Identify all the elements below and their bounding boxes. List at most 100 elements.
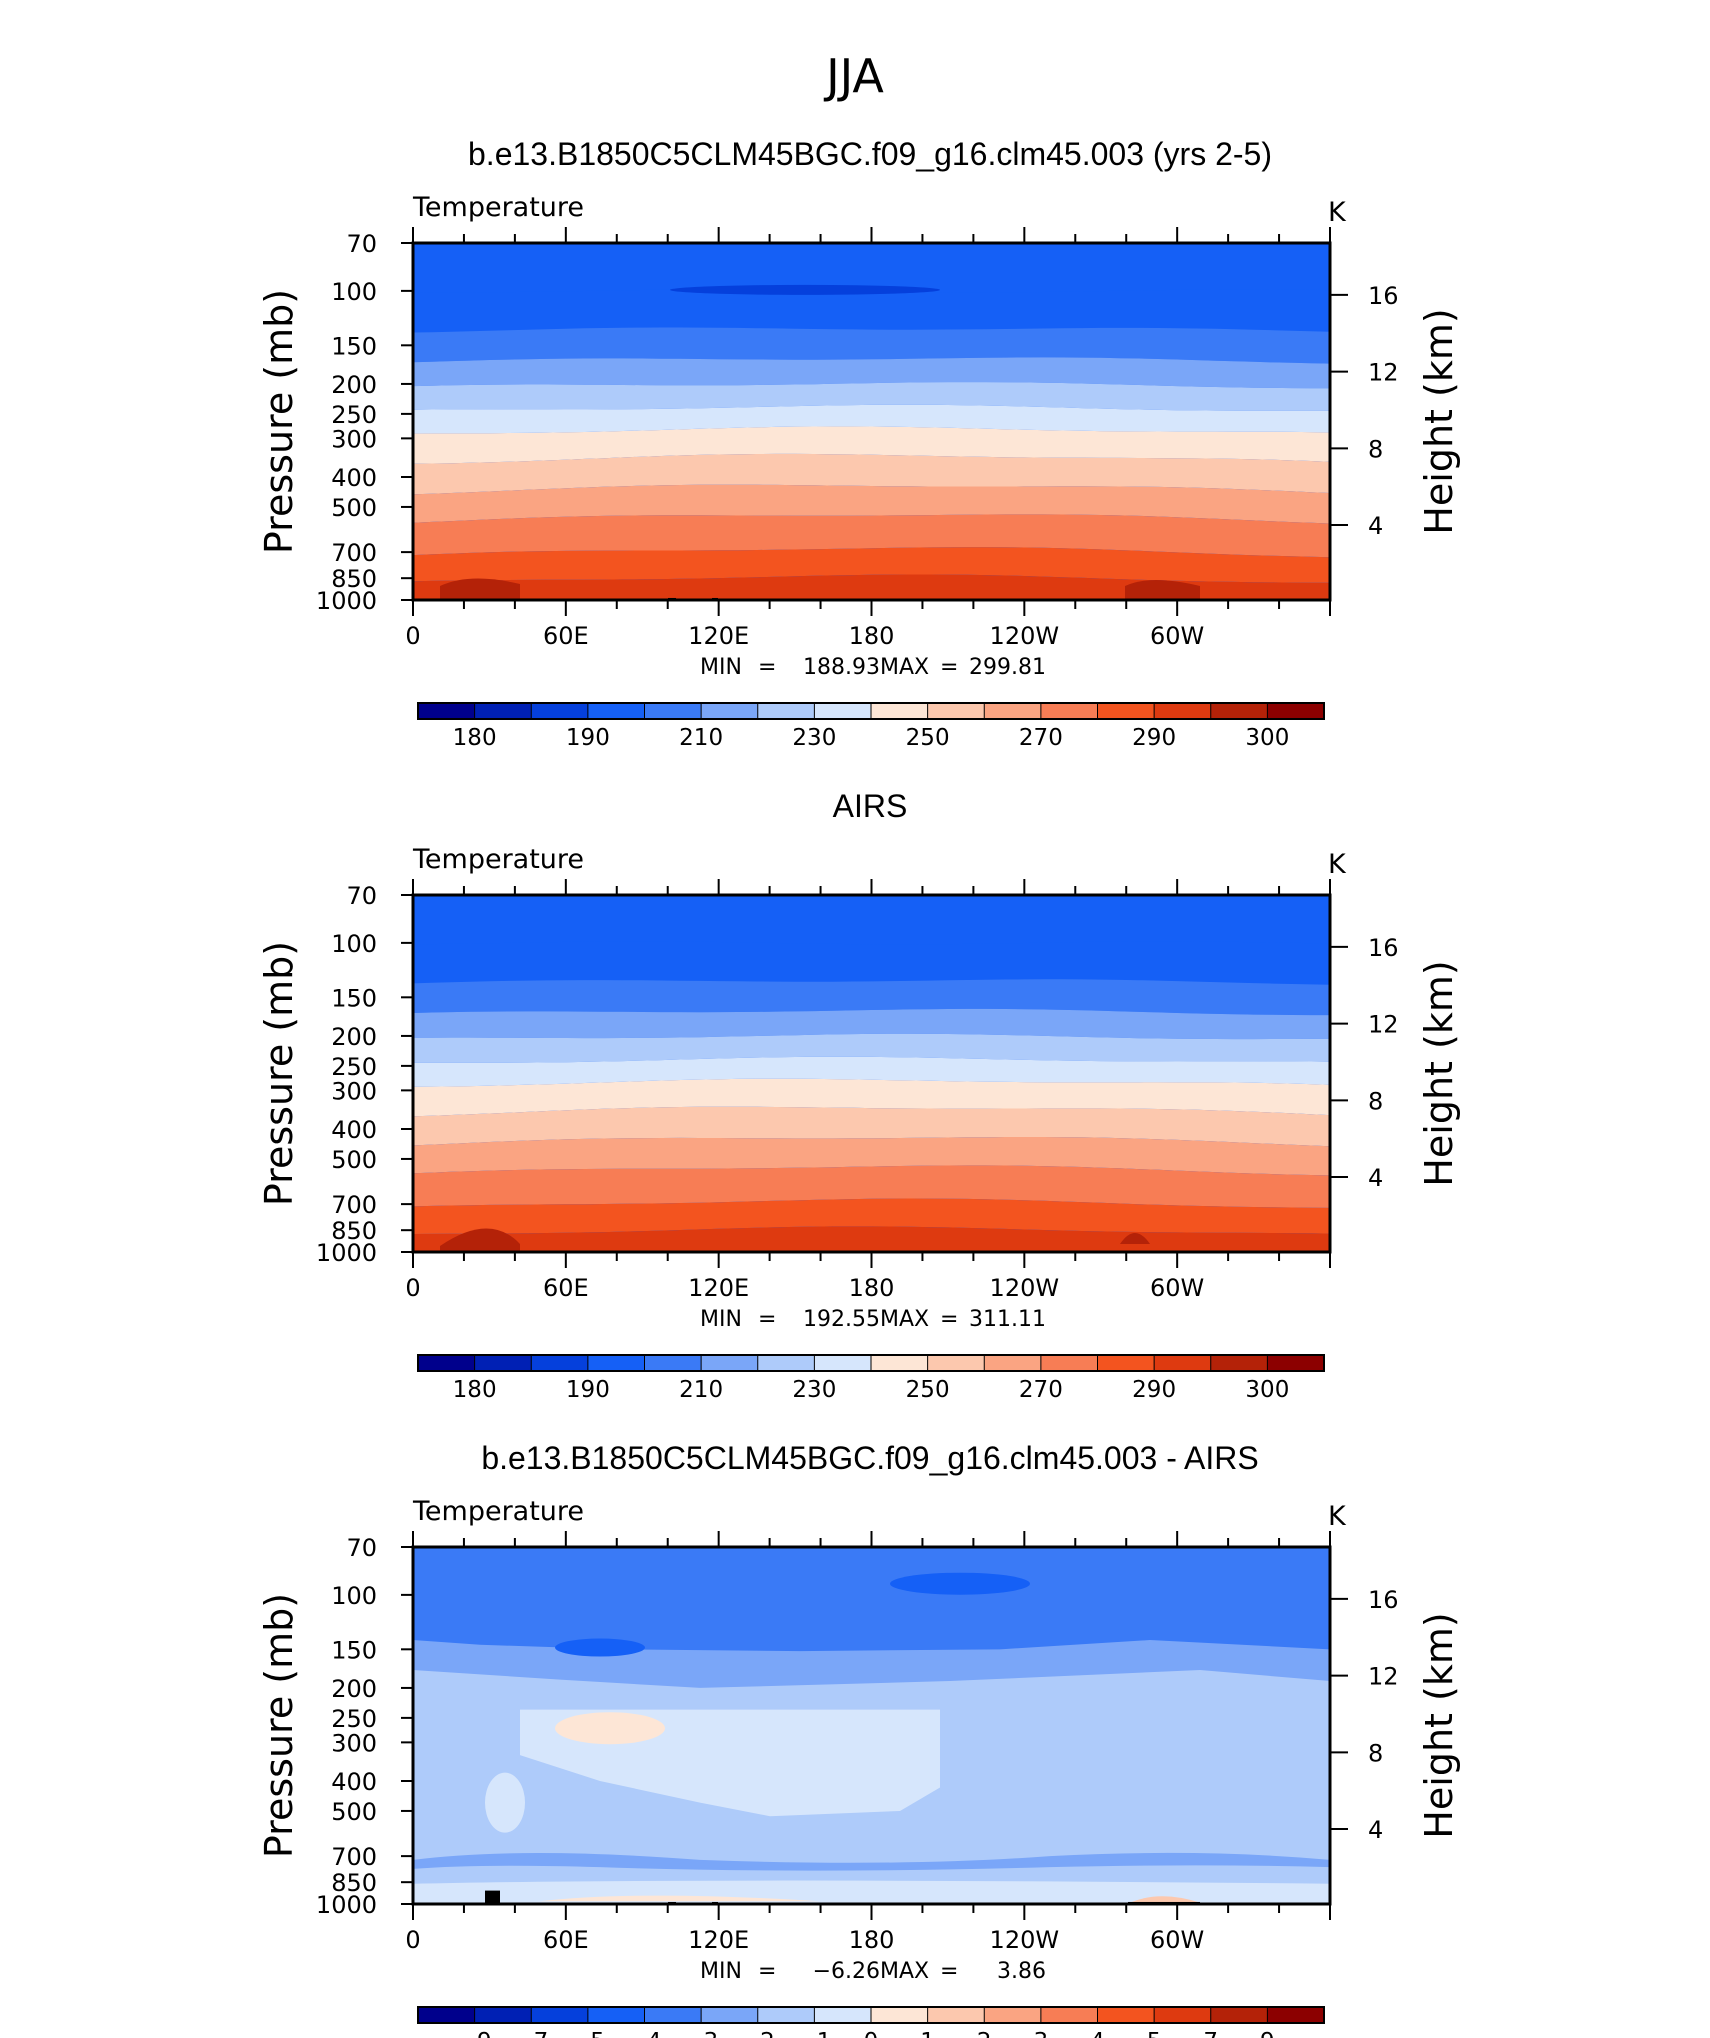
colorbar-swatch xyxy=(530,1354,589,1372)
colorbar-swatch xyxy=(587,1354,646,1372)
colorbar-swatch xyxy=(927,1354,986,1372)
y-tick-label: 1000 xyxy=(316,1891,377,1919)
colorbar-swatch xyxy=(1266,1354,1325,1372)
y-tick-label: 250 xyxy=(331,1053,377,1081)
y-tick-label: 1000 xyxy=(316,1239,377,1267)
stats-min-label: MIN xyxy=(700,655,742,680)
temperature-band xyxy=(413,1056,1330,1087)
temperature-band xyxy=(413,382,1330,411)
colorbar-swatch xyxy=(587,702,646,720)
y-tick-label: 100 xyxy=(331,930,377,958)
stats-max-value: 299.81 xyxy=(969,655,1046,680)
panels: b.e13.B1850C5CLM45BGC.f09_g16.clm45.003 … xyxy=(257,136,1461,2038)
colorbar-swatch xyxy=(700,702,759,720)
y-tick-label: 850 xyxy=(331,565,377,593)
x-tick-label: 120E xyxy=(688,622,749,650)
colorbar-swatch xyxy=(644,702,703,720)
units-label: K xyxy=(1328,1501,1347,1532)
difference-region xyxy=(555,1638,645,1657)
colorbar-swatch xyxy=(813,702,872,720)
colorbar-label: 270 xyxy=(1019,1377,1063,1403)
y-tick-label: 200 xyxy=(331,1023,377,1051)
temperature-band xyxy=(413,1033,1330,1063)
stats-eq: = xyxy=(758,1959,776,1984)
y-tick-label: 150 xyxy=(331,984,377,1012)
colorbar-label: 210 xyxy=(679,725,723,751)
colorbar-label: −5 xyxy=(571,2029,605,2038)
surface-warm-layer xyxy=(440,578,520,600)
y2-tick-label: 16 xyxy=(1368,1586,1399,1614)
difference-region xyxy=(413,1852,1330,1871)
x-tick-label: 180 xyxy=(849,622,895,650)
colorbar-swatch xyxy=(983,2006,1042,2024)
colorbar-swatch xyxy=(1210,2006,1269,2024)
x-tick-label: 120W xyxy=(990,1274,1060,1302)
colorbar-swatch xyxy=(870,702,929,720)
colorbar-swatch xyxy=(927,2006,986,2024)
x-tick-label: 0 xyxy=(405,1274,420,1302)
y-axis-title: Pressure (mb) xyxy=(257,941,301,1206)
y2-tick-label: 4 xyxy=(1368,1164,1383,1192)
stats-max-value: 311.11 xyxy=(969,1307,1046,1332)
colorbar-swatch xyxy=(1210,702,1269,720)
y-tick-label: 500 xyxy=(331,1146,377,1174)
surface-warm-layer xyxy=(1125,580,1200,600)
y-tick-label: 200 xyxy=(331,1675,377,1703)
temperature-band xyxy=(413,1078,1330,1117)
colorbar-label: 3 xyxy=(1034,2029,1049,2038)
y-tick-label: 70 xyxy=(346,1534,377,1562)
y-tick-label: 70 xyxy=(346,230,377,258)
colorbar-swatch xyxy=(417,702,476,720)
y2-tick-label: 16 xyxy=(1368,934,1399,962)
colorbar-swatch xyxy=(474,2006,533,2024)
colorbar-swatch xyxy=(813,2006,872,2024)
temperature-band xyxy=(413,979,1330,1016)
topography-mask xyxy=(485,1890,500,1904)
colorbar-swatch xyxy=(587,2006,646,2024)
colorbar-label: −2 xyxy=(741,2029,775,2038)
colorbar-swatch xyxy=(870,1354,929,1372)
y2-tick-label: 4 xyxy=(1368,1816,1383,1844)
panel-title: AIRS xyxy=(833,788,908,824)
chart-panel-3: b.e13.B1850C5CLM45BGC.f09_g16.clm45.003 … xyxy=(257,1440,1461,2038)
colorbar-swatch xyxy=(813,1354,872,1372)
stats-max-label: MAX xyxy=(880,655,929,680)
stats-eq: = xyxy=(940,655,958,680)
colorbar-swatch xyxy=(1153,2006,1212,2024)
colorbar-label: −7 xyxy=(514,2029,548,2038)
colorbar-label: 300 xyxy=(1245,725,1289,751)
x-tick-label: 60E xyxy=(543,1926,589,1954)
colorbar-label: 250 xyxy=(906,725,950,751)
temperature-band xyxy=(413,1165,1330,1208)
y-tick-label: 700 xyxy=(331,1191,377,1219)
colorbar-frame xyxy=(417,702,1325,720)
x-tick-label: 120E xyxy=(688,1926,749,1954)
stats-eq: = xyxy=(758,655,776,680)
colorbar-swatch xyxy=(1153,1354,1212,1372)
colorbar-swatch xyxy=(1266,2006,1325,2024)
surface-warm-layer xyxy=(440,1228,520,1252)
contour-field xyxy=(413,1547,1330,1904)
temperature-band xyxy=(413,1008,1330,1040)
stats-min-label: MIN xyxy=(700,1959,742,1984)
colorbar-swatch xyxy=(1040,2006,1099,2024)
colorbar-swatch xyxy=(1040,1354,1099,1372)
difference-region xyxy=(555,1712,665,1745)
x-tick-label: 60W xyxy=(1150,622,1204,650)
variable-label: Temperature xyxy=(412,844,584,875)
contour-field xyxy=(413,895,1330,1252)
colorbar-swatch xyxy=(644,1354,703,1372)
colorbar-label: 180 xyxy=(453,1377,497,1403)
x-tick-label: 120E xyxy=(688,1274,749,1302)
temperature-band xyxy=(413,484,1330,524)
colorbar-label: 5 xyxy=(1147,2029,1162,2038)
y-tick-label: 300 xyxy=(331,425,377,453)
colorbar-swatch xyxy=(1266,702,1325,720)
colorbar-label: 230 xyxy=(792,1377,836,1403)
y2-tick-label: 12 xyxy=(1368,359,1399,387)
y-tick-label: 700 xyxy=(331,539,377,567)
y2-tick-label: 12 xyxy=(1368,1011,1399,1039)
colorbar-swatch xyxy=(983,702,1042,720)
temperature-band xyxy=(413,289,1330,333)
